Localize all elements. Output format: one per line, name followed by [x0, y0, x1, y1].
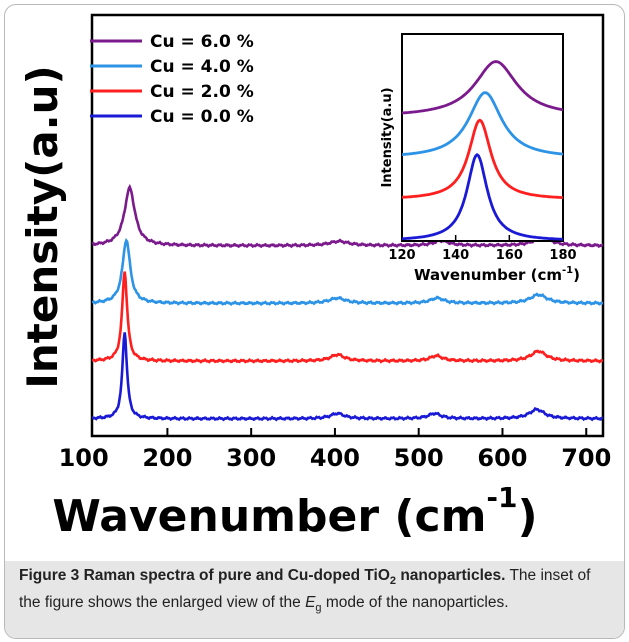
legend-label: Cu = 2.0 % [150, 82, 254, 102]
inset-series-line [402, 118, 563, 199]
inset-series-line [402, 153, 563, 241]
series-line [92, 271, 603, 364]
x-tick-label: 300 [226, 444, 276, 472]
caption-mode-symbol: E [305, 594, 316, 612]
inset-plot: 120 140 160 180 Wavenumber (cm-1) Intensity(a… [380, 33, 580, 284]
legend-label: Cu = 4.0 % [150, 57, 254, 77]
x-tick-label: 600 [477, 444, 527, 472]
plot-area-border [90, 13, 605, 438]
caption-body-end: mode of the nanoparticles. [321, 594, 509, 612]
inset-series-line [402, 91, 563, 156]
figure-caption: Figure 3 Raman spectra of pure and Cu-do… [5, 561, 624, 638]
series-line [92, 332, 603, 422]
x-axis-label-superscript: -1 [486, 481, 517, 514]
caption-title: Figure 3 Raman spectra of pure and Cu-do… [19, 567, 506, 588]
inset-x-axis-label-end: ) [573, 266, 580, 284]
inset-x-tick-label: 160 [496, 248, 523, 263]
inset-x-axis-label-text: Wavenumber (cm [414, 266, 562, 284]
inset-y-axis-label: Intensity(a.u) [380, 87, 395, 187]
legend-label: Cu = 0.0 % [150, 107, 254, 127]
inset-x-axis-label: Wavenumber (cm-1) [414, 265, 580, 284]
inset-x-tick-label: 140 [442, 248, 469, 263]
x-axis-label-text: Wavenumber (cm [52, 491, 486, 542]
y-axis-label: Intensity(a.u) [18, 65, 67, 388]
legend-label: Cu = 6.0 % [150, 32, 254, 52]
caption-body-text: The inset of the figure shows the enlarg… [19, 567, 591, 612]
figure-frame: 100 200 300 400 500 600 700 Wavenumber (cm-1) In… [4, 4, 625, 639]
x-axis-label: Wavenumber (cm-1) [52, 481, 537, 542]
caption-mode-subscript: g [315, 602, 322, 615]
x-tick-label: 200 [142, 444, 192, 472]
series-line [92, 183, 603, 249]
inset-plot-border [401, 33, 564, 242]
series-line [92, 237, 603, 307]
caption-title-subscript: 2 [389, 575, 397, 588]
caption-title-text: Figure 3 Raman spectra of pure and Cu-do… [19, 567, 390, 584]
inset-x-tick-label: 180 [549, 248, 576, 263]
x-axis-label-end: ) [518, 491, 538, 542]
x-tick-label: 500 [394, 444, 444, 472]
inset-x-axis-label-superscript: -1 [562, 265, 573, 276]
x-tick-label: 700 [561, 444, 611, 472]
inset-series-line [402, 60, 563, 115]
x-tick-label: 100 [59, 444, 109, 472]
x-tick-label: 400 [310, 444, 360, 472]
caption-title-end: nanoparticles. [396, 567, 506, 584]
inset-x-tick-label: 120 [388, 248, 415, 263]
